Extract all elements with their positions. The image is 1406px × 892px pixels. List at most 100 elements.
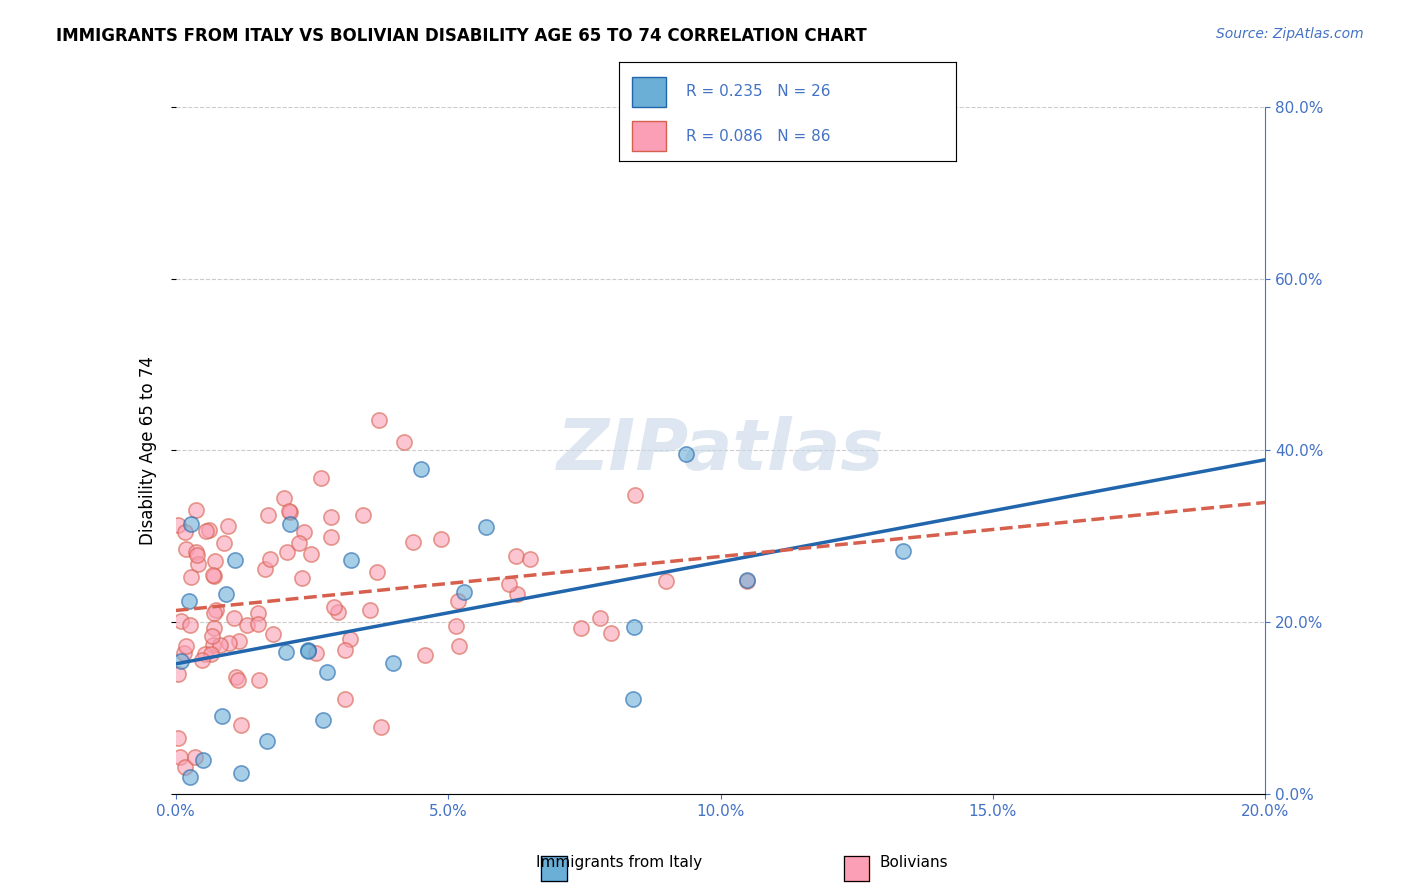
Bolivians bbox=[368, 412, 391, 426]
Bolivians bbox=[167, 731, 190, 745]
Bolivians bbox=[326, 605, 349, 619]
Bolivians bbox=[370, 720, 392, 734]
Bolivians bbox=[201, 629, 224, 643]
Immigrants from Italy bbox=[623, 620, 645, 634]
Bolivians bbox=[179, 618, 201, 632]
Bolivians bbox=[322, 599, 344, 614]
Bolivians bbox=[273, 491, 295, 506]
Immigrants from Italy bbox=[312, 714, 335, 728]
Immigrants from Italy bbox=[675, 447, 697, 461]
Bolivians bbox=[498, 576, 520, 591]
Bolivians bbox=[319, 510, 342, 524]
Text: Immigrants from Italy: Immigrants from Italy bbox=[536, 855, 702, 870]
Bolivians bbox=[519, 552, 541, 566]
Immigrants from Italy bbox=[297, 643, 319, 657]
Bolivians bbox=[352, 508, 374, 522]
Bolivians bbox=[401, 534, 423, 549]
Text: R = 0.086   N = 86: R = 0.086 N = 86 bbox=[686, 128, 831, 144]
Bolivians bbox=[228, 633, 250, 648]
Bolivians bbox=[335, 691, 357, 706]
Bolivians bbox=[735, 574, 758, 589]
Bolivians bbox=[198, 523, 221, 537]
Bolivians bbox=[169, 749, 191, 764]
Bolivians bbox=[201, 568, 224, 582]
Bolivians bbox=[176, 541, 198, 556]
Bolivians bbox=[654, 574, 676, 588]
Bolivians bbox=[366, 565, 388, 579]
Bolivians bbox=[201, 638, 224, 652]
Text: Source: ZipAtlas.com: Source: ZipAtlas.com bbox=[1216, 27, 1364, 41]
Immigrants from Italy bbox=[453, 585, 475, 599]
Bolivians bbox=[256, 508, 278, 522]
Immigrants from Italy bbox=[229, 766, 252, 780]
Immigrants from Italy bbox=[224, 553, 246, 567]
Bolivians bbox=[174, 524, 197, 539]
Bolivians bbox=[569, 621, 592, 635]
Bolivians bbox=[191, 653, 214, 667]
Bolivians bbox=[339, 632, 361, 647]
Bolivians bbox=[217, 519, 239, 533]
Bolivians bbox=[624, 488, 647, 502]
Bolivians bbox=[202, 606, 225, 620]
Immigrants from Italy bbox=[409, 462, 432, 476]
Bolivians bbox=[184, 503, 207, 517]
Bolivians bbox=[599, 625, 621, 640]
Bolivians bbox=[247, 606, 270, 620]
Bolivians bbox=[173, 647, 195, 661]
Bolivians bbox=[304, 646, 326, 660]
Bolivians bbox=[229, 718, 252, 732]
Bolivians bbox=[444, 618, 467, 632]
Bolivians bbox=[183, 750, 205, 764]
Immigrants from Italy bbox=[170, 654, 193, 668]
Bolivians bbox=[447, 640, 470, 654]
Bolivians bbox=[186, 548, 208, 562]
Bolivians bbox=[174, 640, 197, 654]
Bolivians bbox=[204, 554, 226, 568]
Text: ZIPatlas: ZIPatlas bbox=[557, 416, 884, 485]
Bolivians bbox=[413, 648, 436, 662]
Immigrants from Italy bbox=[280, 517, 302, 532]
Bolivians bbox=[246, 616, 269, 631]
Bolivians bbox=[505, 549, 527, 563]
Bolivians bbox=[167, 667, 190, 681]
Bolivians bbox=[202, 569, 225, 583]
Immigrants from Italy bbox=[475, 519, 498, 533]
Bolivians bbox=[589, 611, 612, 625]
Immigrants from Italy bbox=[256, 734, 278, 748]
Bolivians bbox=[392, 434, 415, 449]
Bolivians bbox=[292, 525, 315, 540]
Immigrants from Italy bbox=[381, 656, 404, 670]
Bolivians bbox=[280, 506, 302, 520]
Bolivians bbox=[205, 603, 228, 617]
Bolivians bbox=[208, 638, 231, 652]
Immigrants from Italy bbox=[316, 665, 339, 679]
FancyBboxPatch shape bbox=[633, 121, 666, 151]
Immigrants from Italy bbox=[274, 645, 297, 659]
Bolivians bbox=[174, 759, 197, 773]
Bolivians bbox=[222, 611, 245, 625]
Bolivians bbox=[202, 621, 225, 635]
Text: Bolivians: Bolivians bbox=[880, 855, 948, 870]
Bolivians bbox=[319, 530, 342, 544]
Immigrants from Italy bbox=[297, 644, 319, 658]
Y-axis label: Disability Age 65 to 74: Disability Age 65 to 74 bbox=[139, 356, 157, 545]
Bolivians bbox=[288, 536, 311, 550]
Bolivians bbox=[506, 587, 529, 601]
Immigrants from Italy bbox=[177, 594, 200, 608]
Bolivians bbox=[194, 647, 217, 661]
Bolivians bbox=[235, 618, 257, 632]
Bolivians bbox=[180, 569, 202, 583]
Immigrants from Italy bbox=[179, 770, 201, 784]
Bolivians bbox=[359, 603, 381, 617]
Bolivians bbox=[335, 643, 357, 657]
Bolivians bbox=[311, 471, 333, 485]
Immigrants from Italy bbox=[191, 753, 214, 767]
Immigrants from Italy bbox=[339, 552, 361, 566]
Bolivians bbox=[226, 673, 249, 688]
Bolivians bbox=[218, 636, 240, 650]
Immigrants from Italy bbox=[621, 692, 644, 706]
Immigrants from Italy bbox=[893, 543, 915, 558]
Bolivians bbox=[262, 627, 284, 641]
Bolivians bbox=[291, 570, 314, 584]
Bolivians bbox=[276, 544, 298, 558]
